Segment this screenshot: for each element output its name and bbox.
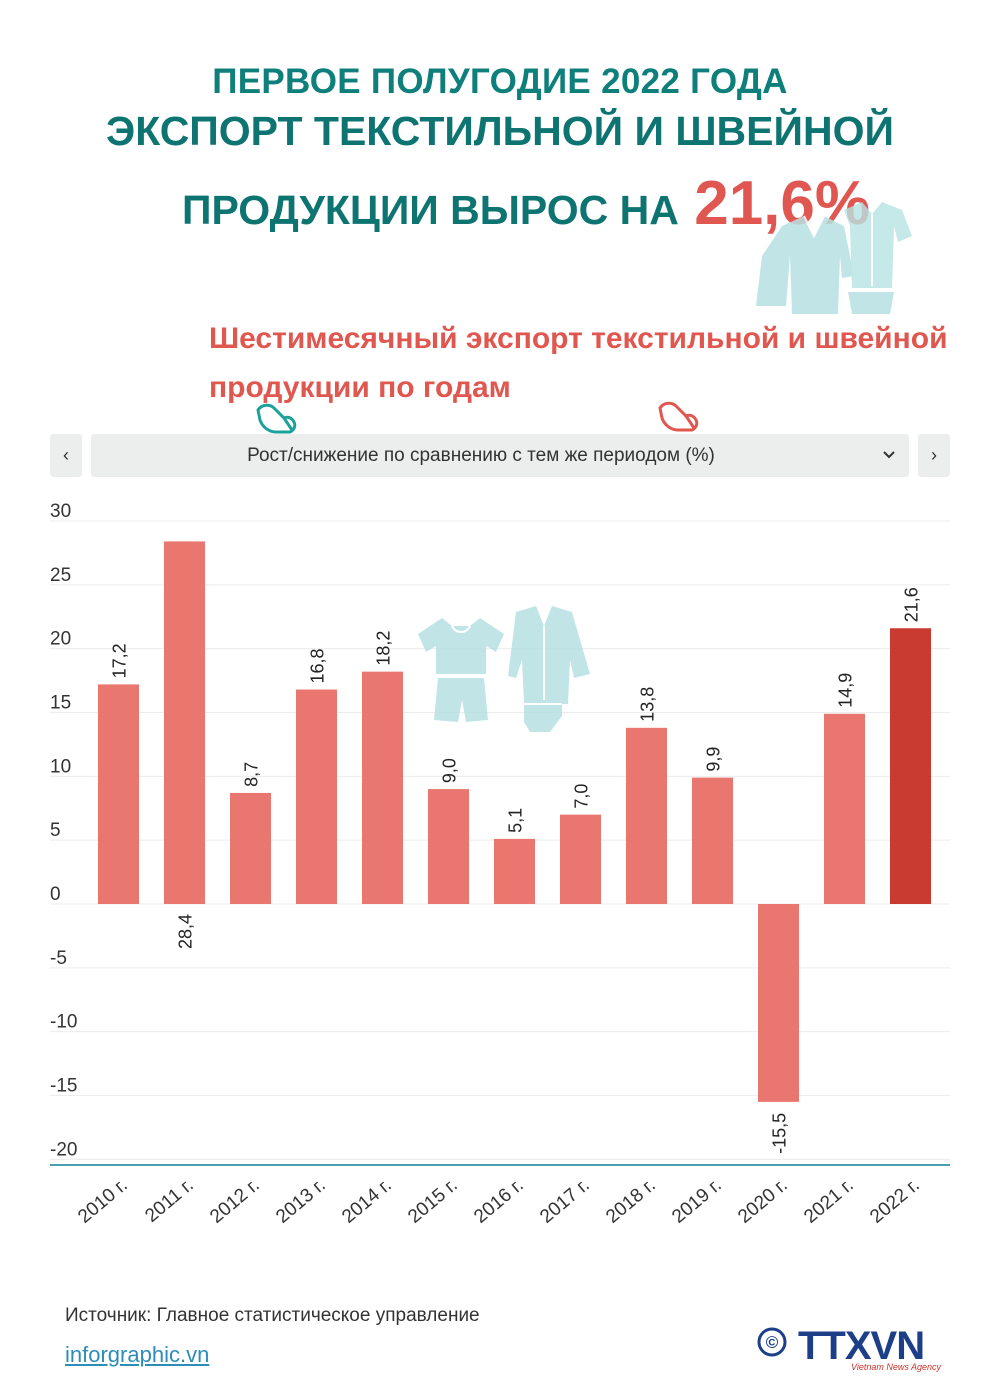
clothing-icon: [756, 202, 912, 314]
title-line-3: ПРОДУКЦИИ ВЫРОС НА 21,6%: [182, 168, 870, 239]
ttxvn-logo: © TTXVN Vietnam News Agency: [757, 1325, 942, 1372]
bar-value-label: 28,4: [176, 914, 196, 949]
bar-value-label: 7,0: [572, 784, 592, 809]
title-line-2: ЭКСПОРТ ТЕКСТИЛЬНОЙ И ШВЕЙНОЙ: [106, 108, 894, 154]
x-tick-label: 2020 г.: [734, 1175, 791, 1228]
x-tick-label: 2010 г.: [74, 1175, 131, 1228]
bar-chart: 30 25 20 15 10 5 0 -5 -10 -15 -20 17,2 2010 г. 28,4 20…: [50, 501, 950, 1228]
next-button[interactable]: ›: [918, 434, 950, 477]
y-tick-label: 15: [50, 693, 71, 714]
bar-value-label: 14,9: [836, 673, 856, 708]
x-tick-label: 2017 г.: [536, 1175, 593, 1228]
bar-value-label: 16,8: [308, 648, 328, 683]
metric-select-value: Рост/снижение по сравнению с тем же пери…: [247, 445, 715, 466]
logo-text: TTXVN: [798, 1325, 924, 1368]
bar-value-label: 5,1: [506, 808, 526, 833]
title-line-1: ПЕРВОЕ ПОЛУГОДИЕ 2022 ГОДА: [212, 62, 788, 101]
bar: [164, 541, 205, 904]
y-tick-label: 25: [50, 565, 71, 586]
hand-pointer-icon: [658, 401, 699, 432]
bar-value-label: 17,2: [110, 643, 130, 678]
x-tick-label: 2018 г.: [602, 1175, 659, 1228]
y-tick-label: -20: [50, 1139, 77, 1160]
y-tick-label: 5: [50, 820, 61, 841]
bar: [428, 789, 469, 904]
y-tick-label: -5: [50, 948, 67, 969]
bar-value-label: 8,7: [242, 762, 262, 787]
x-tick-label: 2014 г.: [338, 1175, 395, 1228]
title-line-3-text: ПРОДУКЦИИ ВЫРОС НА: [182, 187, 679, 233]
bar: [890, 628, 931, 904]
x-tick-label: 2011 г.: [141, 1175, 197, 1227]
clothing-icon: [418, 606, 590, 732]
hand-pointer-icon: [256, 403, 297, 434]
x-tick-label: 2019 г.: [668, 1175, 725, 1228]
x-tick-label: 2013 г.: [272, 1175, 329, 1228]
inforgraphic-link[interactable]: inforgraphic.vn: [65, 1342, 210, 1367]
y-tick-label: 0: [50, 884, 61, 905]
x-tick-label: 2016 г.: [470, 1175, 527, 1228]
x-tick-label: 2012 г.: [206, 1175, 263, 1228]
bar: [560, 814, 601, 904]
chart-subtitle: Шестимесячный экспорт текстильной и швей…: [209, 322, 948, 404]
bar: [626, 727, 667, 904]
y-tick-label: 10: [50, 756, 71, 777]
bar: [824, 713, 865, 904]
bar: [296, 689, 337, 904]
bar: [98, 684, 139, 904]
bar-value-label: 13,8: [638, 687, 658, 722]
x-tick-label: 2015 г.: [404, 1175, 461, 1228]
prev-button[interactable]: ‹: [50, 434, 82, 477]
y-tick-label: -15: [50, 1076, 77, 1097]
chevron-down-icon: [883, 451, 895, 459]
bar: [230, 792, 271, 904]
bar-value-label: 21,6: [902, 587, 922, 622]
bar-value-label: 18,2: [374, 631, 394, 666]
source-note: Источник: Главное статистическое управле…: [65, 1305, 480, 1326]
bar-value-label: -15,5: [770, 1113, 790, 1154]
bar-value-label: 9,0: [440, 758, 460, 783]
metric-select[interactable]: Рост/снижение по сравнению с тем же пери…: [91, 434, 909, 477]
x-tick-label: 2021 г.: [800, 1175, 857, 1228]
logo-subtext: Vietnam News Agency: [851, 1362, 942, 1372]
y-tick-label: 30: [50, 501, 71, 522]
bar-value-label: 9,9: [704, 747, 724, 772]
x-tick-label: 2022 г.: [866, 1175, 923, 1228]
bar: [692, 777, 733, 904]
copyright-symbol: ©: [766, 1333, 779, 1352]
bar: [362, 671, 403, 904]
y-tick-label: -10: [50, 1012, 77, 1033]
bar: [758, 904, 799, 1102]
y-tick-label: 20: [50, 629, 71, 650]
bar: [494, 838, 535, 904]
